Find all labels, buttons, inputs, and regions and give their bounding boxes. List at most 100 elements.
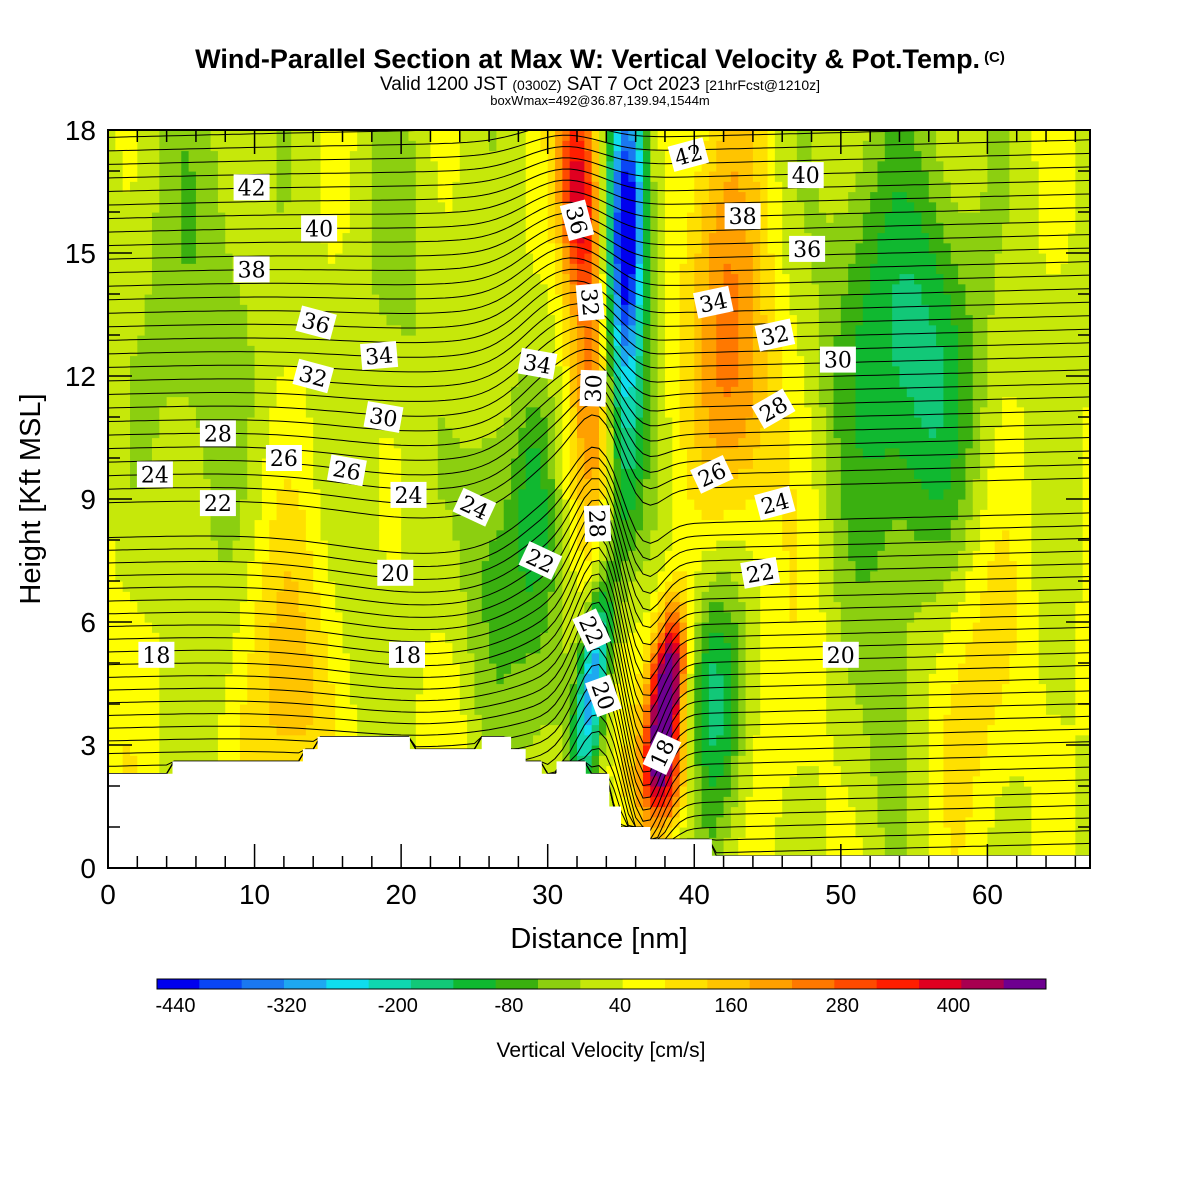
velocity-cell [276, 376, 307, 387]
velocity-cell [767, 222, 783, 234]
velocity-cell [642, 314, 651, 326]
velocity-cell [1038, 181, 1076, 193]
contour-label: 36 [559, 199, 595, 241]
velocity-cell [884, 827, 908, 838]
velocity-cell [620, 212, 637, 223]
velocity-cell [928, 673, 959, 685]
velocity-cell [1082, 478, 1090, 490]
velocity-cell [950, 478, 967, 490]
velocity-cell [1075, 611, 1090, 623]
velocity-cell [657, 191, 666, 203]
velocity-cell [555, 447, 563, 459]
velocity-cell [1016, 622, 1040, 633]
velocity-cell [921, 417, 945, 428]
velocity-cell [672, 724, 681, 736]
velocity-cell [774, 294, 791, 305]
velocity-cell [840, 509, 959, 521]
velocity-cell [562, 560, 571, 572]
theta-contour-line [108, 499, 1090, 629]
velocity-cell [664, 222, 688, 234]
velocity-cell [569, 642, 578, 654]
velocity-cell [599, 222, 607, 234]
velocity-cell [562, 519, 571, 531]
velocity-cell [562, 478, 571, 490]
velocity-cell [811, 458, 827, 469]
velocity-cell [642, 786, 651, 797]
velocity-cell [760, 191, 769, 203]
velocity-cell [437, 458, 512, 469]
velocity-cell [892, 345, 945, 357]
velocity-cell [650, 632, 659, 644]
velocity-cell [1002, 242, 1040, 254]
velocity-cell [606, 171, 615, 182]
velocity-cell [701, 755, 725, 767]
velocity-cell [606, 191, 615, 203]
velocity-cell [225, 242, 329, 254]
velocity-cell [606, 201, 615, 213]
velocity-cell [210, 519, 241, 531]
velocity-cell [320, 171, 351, 182]
velocity-cell [320, 160, 351, 172]
velocity-cell [965, 591, 981, 603]
velocity-cell [892, 304, 930, 316]
velocity-cell [965, 478, 974, 490]
velocity-cell [518, 519, 549, 531]
velocity-cell [650, 693, 659, 705]
velocity-cell [884, 447, 901, 459]
velocity-cell [547, 499, 556, 510]
velocity-cell [129, 427, 160, 439]
velocity-cell [481, 581, 527, 592]
velocity-cell [599, 130, 607, 141]
contour-label-text: 34 [521, 350, 553, 379]
velocity-cell [452, 642, 468, 654]
contour-label-bg [389, 641, 425, 668]
velocity-cell [577, 355, 585, 367]
velocity-cell [122, 181, 131, 193]
velocity-cell [591, 273, 600, 285]
velocity-cell [972, 406, 981, 418]
velocity-cell [936, 663, 959, 674]
velocity-cell [225, 232, 322, 244]
velocity-cell [826, 611, 842, 623]
velocity-cell [606, 652, 615, 664]
velocity-cell [877, 775, 908, 787]
contour-label-bg [787, 162, 824, 189]
velocity-cell [884, 222, 923, 234]
contour-label-bg [517, 347, 558, 380]
velocity-cell [723, 714, 732, 726]
velocity-cell [159, 160, 182, 172]
velocity-cell [679, 283, 695, 295]
velocity-cell [305, 509, 322, 521]
contour-label: 34 [517, 347, 558, 380]
velocity-cell [826, 693, 857, 705]
velocity-cell [716, 140, 754, 152]
velocity-cell [855, 335, 893, 346]
velocity-cell [584, 468, 593, 480]
velocity-cell [694, 191, 710, 203]
velocity-cell [1016, 581, 1032, 592]
velocity-cell [642, 519, 659, 531]
contour-label-bg [138, 641, 175, 668]
contour-label: 40 [301, 215, 338, 242]
contour-label: 22 [199, 490, 236, 517]
velocity-cell [708, 611, 732, 623]
velocity-cell [1075, 130, 1090, 141]
velocity-cell [584, 447, 600, 459]
velocity-cell [313, 427, 439, 439]
velocity-cell [694, 591, 703, 603]
velocity-cell [415, 140, 432, 152]
velocity-cell [569, 458, 578, 469]
velocity-cell [679, 345, 695, 357]
velocity-cell [540, 468, 549, 480]
velocity-cell [577, 406, 600, 418]
velocity-cell [635, 529, 651, 541]
velocity-cell [620, 304, 629, 316]
velocity-cell [826, 632, 842, 644]
velocity-cell [752, 734, 835, 746]
velocity-cell [760, 212, 769, 223]
velocity-cell [811, 140, 864, 152]
velocity-cell [415, 150, 432, 162]
velocity-cell [379, 519, 402, 531]
velocity-cell [811, 406, 827, 418]
velocity-cell [672, 488, 688, 500]
